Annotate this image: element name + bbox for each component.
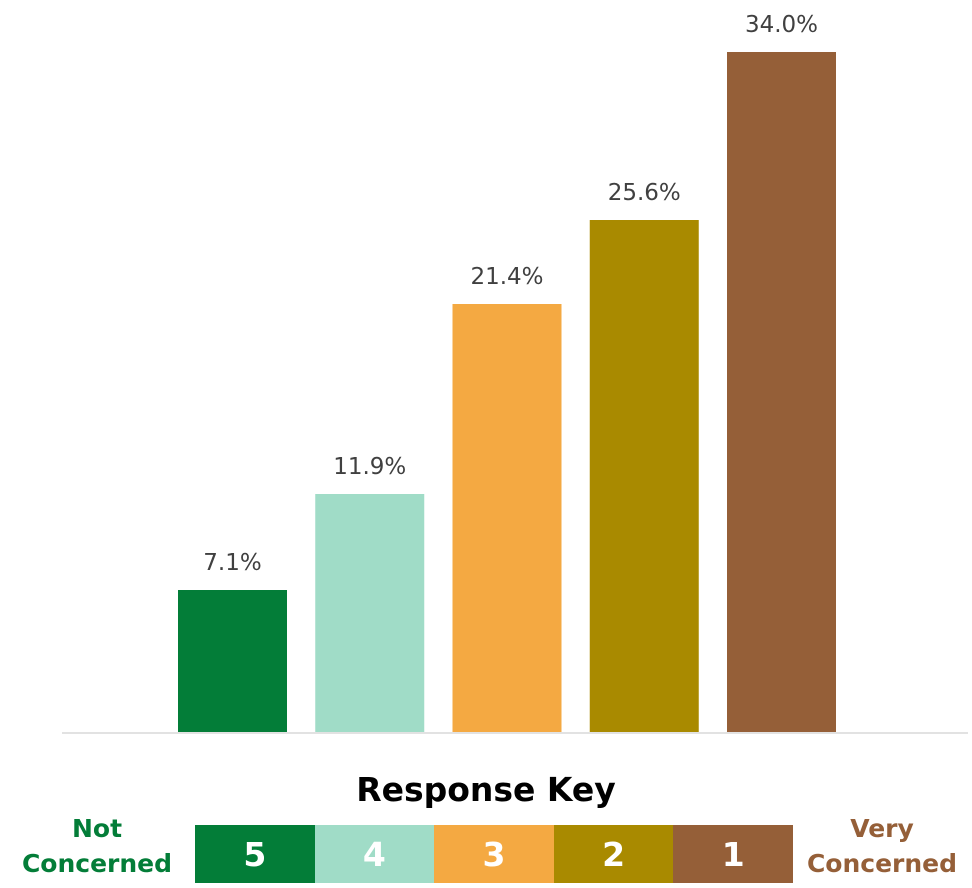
value-label-5: 7.1% bbox=[203, 550, 261, 576]
value-label-1: 34.0% bbox=[745, 12, 818, 38]
very-concerned-label: Very Concerned bbox=[797, 811, 967, 881]
bar-1 bbox=[727, 52, 836, 732]
bar-2 bbox=[589, 220, 699, 732]
response-key-title: Response Key bbox=[356, 770, 616, 809]
bar-4 bbox=[315, 494, 425, 732]
bars-group bbox=[178, 52, 836, 732]
key-cell-5: 5 bbox=[195, 825, 315, 883]
not-concerned-label-line1: Not bbox=[71, 814, 123, 843]
value-label-3: 21.4% bbox=[470, 264, 543, 290]
bar-5 bbox=[178, 590, 287, 732]
value-label-4: 11.9% bbox=[333, 454, 406, 480]
key-cell-3: 3 bbox=[434, 825, 554, 883]
value-labels-group: 7.1% 11.9% 21.4% 25.6% 34.0% bbox=[203, 12, 818, 576]
very-concerned-label-line2: Concerned bbox=[806, 849, 958, 878]
key-cell-4: 4 bbox=[314, 825, 435, 883]
very-concerned-label-line1: Very bbox=[850, 814, 914, 843]
bar-chart: 7.1% 11.9% 21.4% 25.6% 34.0% bbox=[62, 12, 968, 734]
not-concerned-label-line2: Concerned bbox=[21, 849, 173, 878]
bar-3 bbox=[452, 304, 562, 732]
key-cell-1: 1 bbox=[673, 825, 793, 883]
not-concerned-label: Not Concerned bbox=[12, 811, 182, 881]
value-label-2: 25.6% bbox=[608, 180, 681, 206]
key-cell-2: 2 bbox=[553, 825, 674, 883]
